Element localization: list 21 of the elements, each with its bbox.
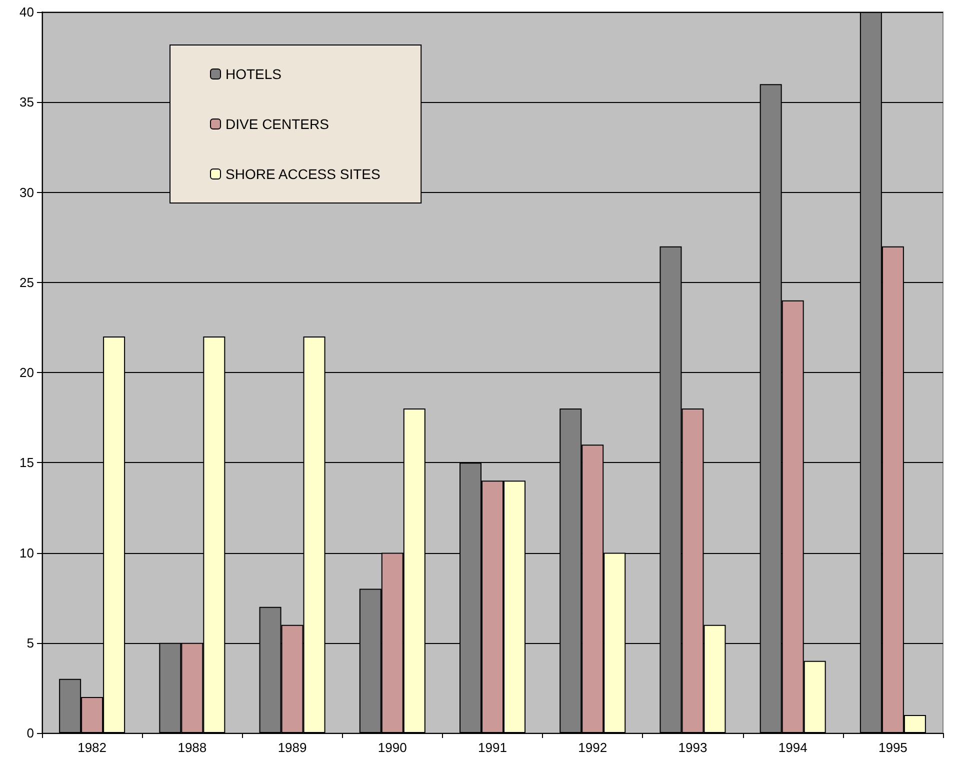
x-tick-label: 1989 [278, 740, 307, 755]
y-tick-label: 15 [20, 455, 34, 470]
y-tick-label: 25 [20, 274, 34, 290]
x-tick-label: 1990 [378, 740, 407, 755]
x-tick-label: 1991 [478, 740, 507, 755]
legend-label: DIVE CENTERS [226, 116, 329, 132]
y-tick-label: 35 [20, 94, 34, 110]
y-tick-label: 20 [20, 365, 34, 380]
y-tick-label: 5 [26, 635, 34, 650]
legend-label: SHORE ACCESS SITES [226, 166, 380, 182]
legend-label: HOTELS [226, 66, 282, 82]
y-tick-label: 40 [20, 4, 34, 20]
x-tick-label: 1988 [178, 740, 207, 755]
x-tick-label: 1993 [678, 740, 708, 755]
x-tick-label: 1992 [578, 740, 608, 755]
x-tick-label: 1982 [78, 740, 107, 755]
x-tick-label: 1994 [778, 740, 808, 755]
y-tick-label: 0 [26, 726, 34, 740]
y-tick-label: 10 [20, 545, 34, 560]
y-tick-label: 30 [20, 184, 34, 200]
x-tick-label: 1995 [878, 740, 908, 755]
